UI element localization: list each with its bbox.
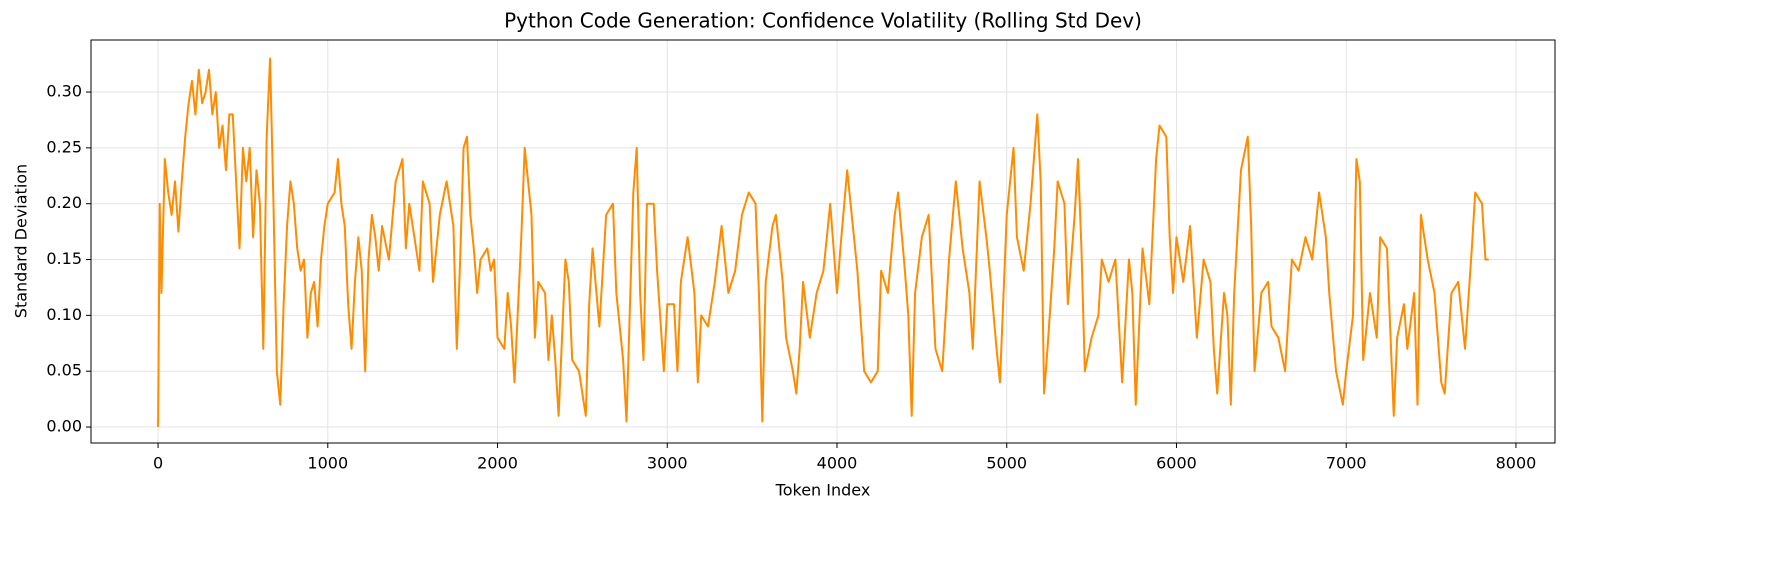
chart-title: Python Code Generation: Confidence Volat… bbox=[504, 9, 1142, 33]
x-tick-label: 0 bbox=[153, 454, 163, 473]
y-tick-label: 0.10 bbox=[46, 305, 82, 324]
x-tick-label: 1000 bbox=[307, 454, 348, 473]
plot-frame bbox=[90, 39, 1556, 444]
y-tick-label: 0.25 bbox=[46, 137, 82, 156]
x-tick-label: 2000 bbox=[477, 454, 518, 473]
x-tick-label: 3000 bbox=[647, 454, 688, 473]
y-tick-label: 0.30 bbox=[46, 82, 82, 101]
x-tick-label: 6000 bbox=[1156, 454, 1197, 473]
y-tick-label: 0.00 bbox=[46, 417, 82, 436]
x-tick-label: 5000 bbox=[986, 454, 1027, 473]
y-tick-label: 0.05 bbox=[46, 361, 82, 380]
x-axis-label: Token Index bbox=[775, 481, 871, 500]
x-tick-label: 7000 bbox=[1326, 454, 1367, 473]
x-tick-label: 8000 bbox=[1496, 454, 1537, 473]
y-axis-label: Standard Deviation bbox=[12, 164, 31, 318]
plot-layer: 0 1000 2000 3000 4000 5000 6000 7000 8000 0.00 0.0… bbox=[46, 57, 1537, 473]
y-tick-label: 0.20 bbox=[46, 193, 82, 212]
y-tick-label: 0.15 bbox=[46, 249, 82, 268]
data-line bbox=[157, 57, 1489, 428]
grid-layer bbox=[91, 40, 1555, 443]
x-tick-label: 4000 bbox=[817, 454, 858, 473]
